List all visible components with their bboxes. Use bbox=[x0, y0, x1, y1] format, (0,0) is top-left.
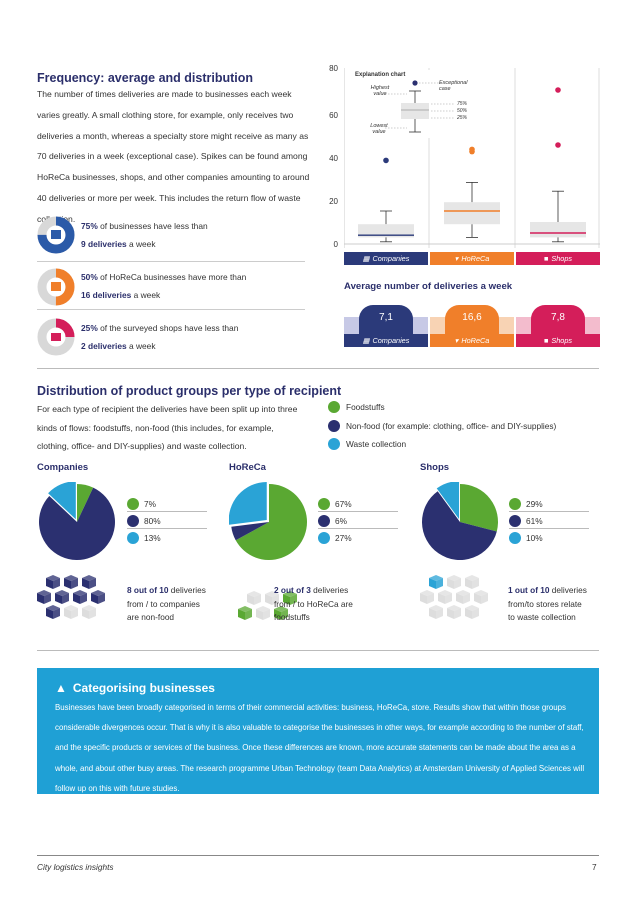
section-divider-2 bbox=[37, 650, 599, 651]
outlier-point bbox=[469, 148, 475, 155]
legend-foodstuffs: Foodstuffs bbox=[328, 400, 385, 414]
avg-label-companies: ▦ Companies bbox=[344, 334, 428, 347]
slice-food bbox=[460, 484, 498, 532]
pie-companies bbox=[38, 482, 115, 560]
donut-horeca-icon bbox=[37, 268, 75, 306]
average-title: Average number of deliveries a week bbox=[344, 281, 513, 292]
bag-icon: ■ bbox=[543, 254, 549, 263]
boxplot-chart bbox=[344, 68, 600, 248]
slice-food bbox=[235, 484, 307, 560]
avg-label-horeca: ▾ HoReCa bbox=[430, 334, 514, 347]
boxplot-label-horeca: ▾ HoReCa bbox=[430, 252, 514, 265]
slice-waste bbox=[229, 482, 267, 525]
horeca-caption: 2 out of 3 deliveries from / to HoReCa ar… bbox=[274, 585, 353, 622]
slice-food bbox=[77, 484, 94, 522]
donut-companies-icon bbox=[37, 216, 75, 254]
info-box-text: Businesses have been broadly categorised… bbox=[55, 703, 585, 793]
box-horeca bbox=[444, 146, 500, 238]
y-tick-40: 40 bbox=[329, 154, 338, 163]
cubes-companies-icon bbox=[37, 575, 105, 619]
shops-food-pct: 29% bbox=[509, 496, 589, 512]
slice-nonfood bbox=[231, 522, 269, 541]
shops-nonfood-pct: 61% bbox=[509, 513, 589, 529]
slice-waste bbox=[48, 482, 76, 520]
cubes-horeca-icon bbox=[238, 591, 297, 620]
companies-food-pct: 7% bbox=[127, 496, 207, 512]
legend-nonfood: Non-food (for example: clothing, office-… bbox=[328, 419, 556, 433]
outlier-point bbox=[555, 87, 561, 93]
stat-row-1: 75% of businesses have less than 9 delive… bbox=[37, 214, 305, 262]
legend-waste: Waste collection bbox=[328, 437, 406, 451]
avg-label-shops: ■ Shops bbox=[516, 334, 600, 347]
y-tick-0: 0 bbox=[333, 240, 338, 249]
outlier-point bbox=[383, 157, 389, 164]
shops-waste-pct: 10% bbox=[509, 530, 589, 546]
frequency-paragraph: The number of times deliveries are made … bbox=[37, 89, 310, 224]
y-tick-80: 80 bbox=[329, 64, 338, 73]
info-box-title: ▲ Categorising businesses bbox=[55, 681, 215, 695]
slice-nonfood bbox=[422, 491, 497, 560]
shops-caption: 1 out of 10 deliveries from/to stores rel… bbox=[508, 585, 587, 622]
companies-waste-pct: 13% bbox=[127, 530, 207, 546]
stat-row-2: 50% of HoReCa businesses have more than 1… bbox=[37, 262, 305, 310]
cup-icon: ▾ bbox=[454, 336, 459, 345]
horeca-food-pct: 67% bbox=[318, 496, 398, 512]
y-tick-60: 60 bbox=[329, 111, 338, 120]
footer-title: City logistics insights bbox=[37, 862, 114, 872]
stat-2-text: 50% of HoReCa businesses have more than 1… bbox=[81, 272, 247, 300]
stat-1-text: 75% of businesses have less than 9 delive… bbox=[81, 221, 208, 249]
horeca-waste-pct: 27% bbox=[318, 530, 398, 546]
avg-value-shops: 7,8 bbox=[531, 305, 585, 334]
cup-icon: ▾ bbox=[454, 254, 459, 263]
footer-rule bbox=[37, 855, 599, 856]
frequency-title: Frequency: average and distribution bbox=[37, 71, 254, 85]
bin-icon bbox=[328, 438, 340, 450]
group-title-companies: Companies bbox=[37, 462, 89, 473]
pie-shops bbox=[422, 482, 498, 560]
truck-icon: ▦ bbox=[362, 336, 370, 345]
distribution-paragraph: For each type of recipient the deliverie… bbox=[37, 404, 298, 451]
shirt-icon bbox=[328, 420, 340, 432]
y-tick-20: 20 bbox=[329, 197, 338, 206]
page-number: 7 bbox=[592, 862, 597, 872]
stat-row-3: 25% of the surveyed shops have less than… bbox=[37, 313, 305, 361]
explanation-chart: Explanation chart Highest value Lowest v… bbox=[351, 70, 479, 138]
group-title-horeca: HoReCa bbox=[229, 462, 266, 473]
avg-value-companies: 7,1 bbox=[359, 305, 413, 334]
distribution-title: Distribution of product groups per type … bbox=[37, 384, 342, 398]
box-companies bbox=[358, 157, 414, 243]
stat-3-text: 25% of the surveyed shops have less than… bbox=[81, 323, 239, 351]
bag-icon: ■ bbox=[543, 336, 549, 345]
warning-icon: ▲ bbox=[55, 681, 67, 695]
boxplot-label-companies: ▦ Companies bbox=[344, 252, 428, 265]
boxplot-label-shops: ■ Shops bbox=[516, 252, 600, 265]
section-divider bbox=[37, 368, 599, 369]
cubes-shops-icon bbox=[420, 575, 488, 619]
avg-value-horeca: 16,6 bbox=[445, 305, 499, 334]
slice-nonfood bbox=[38, 487, 115, 560]
group-title-shops: Shops bbox=[420, 462, 450, 473]
info-box: ▲ Categorising businesses Businesses have… bbox=[37, 668, 599, 794]
companies-nonfood-pct: 80% bbox=[127, 513, 207, 529]
cart-icon bbox=[328, 401, 340, 413]
companies-caption: 8 out of 10 deliveries from / to companie… bbox=[127, 585, 206, 622]
pie-horeca bbox=[229, 482, 307, 560]
truck-icon: ▦ bbox=[362, 254, 370, 263]
horeca-nonfood-pct: 6% bbox=[318, 513, 398, 529]
slice-waste bbox=[436, 482, 460, 520]
box-shops bbox=[530, 87, 586, 243]
outlier-point bbox=[555, 142, 561, 148]
donut-shops-icon bbox=[37, 318, 75, 356]
